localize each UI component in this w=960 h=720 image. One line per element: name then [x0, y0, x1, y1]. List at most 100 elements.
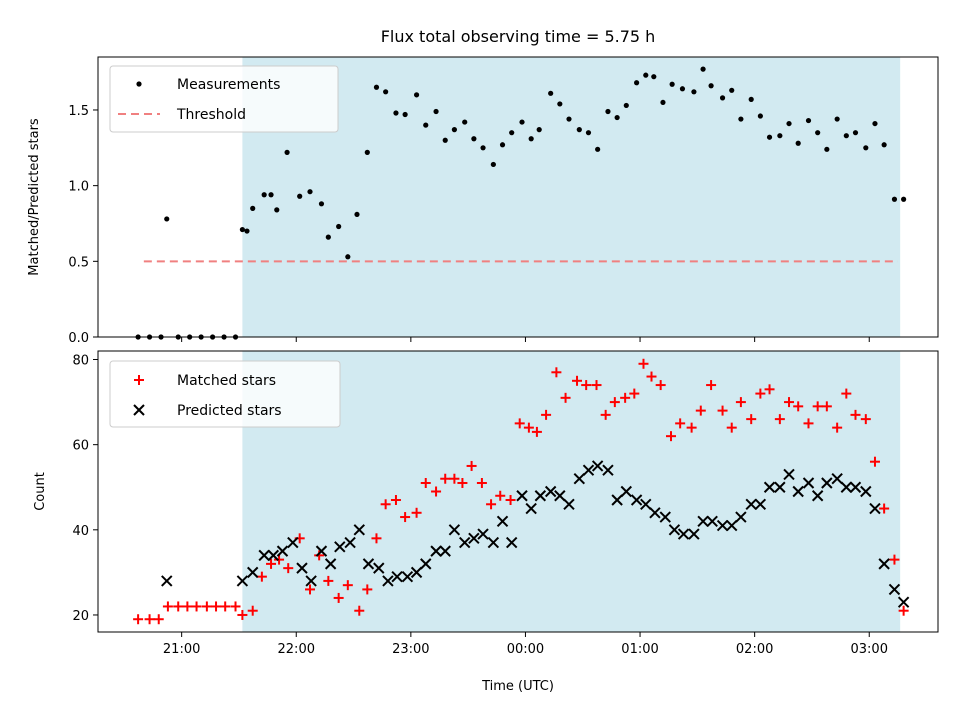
matched-star-point: [784, 397, 795, 408]
x-marker-b: [840, 481, 853, 493]
matched-star-point: [755, 388, 766, 399]
matched-star-point: [803, 418, 814, 429]
predicted-star-point: [554, 490, 566, 502]
x-marker-b: [640, 498, 652, 510]
x-marker-b: [630, 494, 643, 506]
predicted-star-point: [258, 549, 270, 562]
predicted-star-point: [305, 575, 317, 587]
x-marker-b: [353, 524, 365, 536]
matched-star-point: [182, 601, 193, 612]
measurement-point: [834, 116, 840, 122]
predicted-star-point: [849, 481, 862, 493]
x-marker-b: [430, 545, 442, 557]
predicted-star-point: [821, 477, 833, 489]
measurement-point: [297, 193, 303, 199]
x-marker-b: [716, 519, 729, 532]
measurement-point: [881, 142, 887, 148]
predicted-star-point: [888, 583, 901, 596]
matched-star-point: [505, 495, 516, 506]
x-marker-b: [897, 596, 910, 608]
x-marker-b: [668, 524, 681, 536]
x-marker-b: [888, 583, 901, 596]
matched-star-point: [889, 554, 900, 565]
matched-star-point: [821, 401, 832, 412]
y-tick-label: 0.0: [68, 331, 89, 346]
matched-star-point: [431, 486, 442, 497]
matched-star-point: [793, 401, 804, 412]
predicted-star-point: [315, 545, 328, 557]
measurement-point: [471, 136, 477, 142]
y-tick-label: 60: [72, 439, 89, 454]
x-marker-b: [258, 549, 270, 562]
matched-star-point: [774, 414, 785, 425]
legend-predicted-label: Predicted stars: [177, 403, 282, 419]
predicted-star-point: [487, 536, 500, 549]
x-marker-b: [420, 558, 432, 570]
measurement-point: [364, 149, 370, 155]
measurement-point: [509, 130, 515, 136]
measurement-point: [623, 102, 629, 109]
measurement-point: [499, 142, 506, 148]
measurement-point: [268, 192, 274, 198]
matched-star-point: [591, 380, 602, 391]
matched-star-point: [400, 512, 411, 523]
predicted-star-point: [430, 545, 442, 557]
x-marker-b: [246, 566, 259, 579]
predicted-star-point: [677, 528, 690, 540]
predicted-star-point: [659, 511, 671, 523]
predicted-star-point: [754, 498, 767, 510]
x-marker-b: [362, 558, 375, 570]
matched-star-point: [572, 375, 583, 386]
x-marker-b: [821, 477, 833, 489]
legend-box: [109, 360, 341, 428]
predicted-star-point: [420, 558, 432, 570]
measurement-point: [691, 89, 697, 95]
x-marker-b: [468, 532, 480, 545]
predicted-star-point: [620, 485, 633, 498]
observing-window-shade: [242, 351, 901, 632]
x-marker-b: [649, 507, 661, 519]
predicted-star-point: [792, 485, 804, 498]
matched-star-point: [735, 397, 746, 408]
legend-measurements-label: Measurements: [177, 77, 280, 93]
predicted-star-point: [468, 532, 480, 545]
matched-star-point: [237, 609, 248, 620]
matched-star-point: [531, 426, 542, 437]
predicted-star-point: [362, 558, 375, 570]
x-marker-b: [802, 477, 815, 489]
matched-star-point: [173, 601, 184, 612]
matched-star-point: [898, 605, 909, 616]
measurement-point: [748, 96, 754, 102]
measurement-point: [244, 228, 250, 234]
measurement-point: [566, 116, 572, 122]
x-marker-b: [763, 481, 776, 493]
x-marker-b: [688, 528, 700, 540]
x-marker-b: [516, 490, 528, 502]
predicted-star-point: [344, 536, 356, 549]
measurement-point: [336, 223, 342, 230]
predicted-star-point: [353, 524, 365, 536]
x-tick-label: 21:00: [163, 642, 200, 657]
predicted-star-point: [246, 566, 259, 579]
measurement-point: [679, 86, 686, 92]
matched-star-point: [466, 460, 477, 471]
predicted-star-point: [459, 536, 471, 549]
predicted-star-point: [783, 468, 795, 481]
measurement-point: [786, 120, 792, 127]
predicted-star-point: [563, 498, 575, 510]
matched-star-point: [230, 601, 241, 612]
legend-matched-label: Matched stars: [177, 373, 276, 389]
predicted-star-point: [373, 562, 385, 574]
predicted-star-point: [296, 562, 308, 574]
matched-star-point: [305, 584, 316, 595]
top-panel: 0.0 0.5 1.0 1.5 Flux total observing time =…: [27, 27, 939, 346]
x-marker-b: [534, 490, 547, 502]
matched-star-point: [371, 533, 382, 544]
x-marker-b: [849, 481, 862, 493]
axes-frame: [97, 56, 939, 338]
x-tick-label: 22:00: [278, 642, 315, 657]
predicted-star-point: [878, 558, 890, 570]
predicted-star-point: [611, 494, 623, 506]
x-axis-label: Time (UTC): [481, 679, 554, 694]
predicted-star-point: [410, 566, 423, 579]
